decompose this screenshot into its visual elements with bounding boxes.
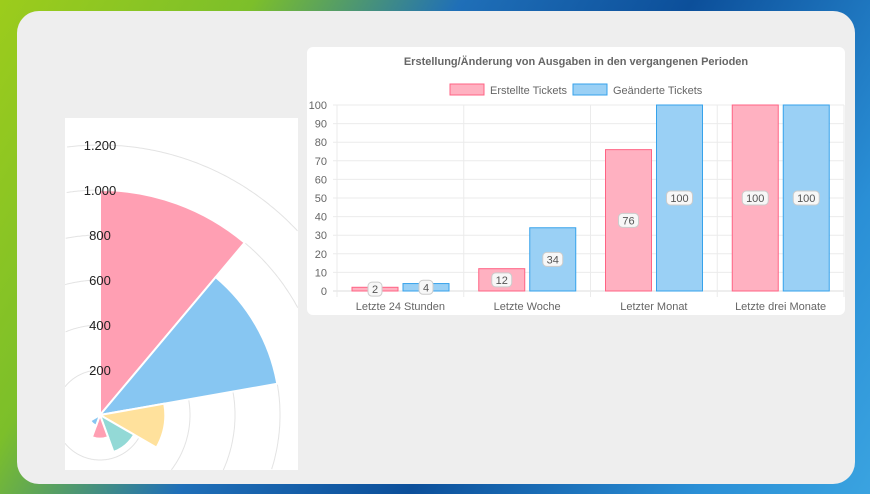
polar-tick-label: 1.000 — [84, 183, 117, 198]
polar-area-chart: 200 400 600 800 1.000 1.200 — [65, 118, 298, 470]
bar — [656, 104, 703, 292]
data-label: 100 — [797, 193, 815, 205]
bar-chart-svg: Erstellung/Änderung von Ausgaben in den … — [309, 55, 845, 313]
polar-segment — [99, 188, 247, 418]
legend-swatch — [572, 83, 608, 96]
polar-tick-label: 1.200 — [84, 138, 117, 153]
polar-segment — [97, 275, 279, 417]
polar-segment — [97, 402, 167, 449]
x-tick-label: Letzte 24 Stunden — [356, 301, 445, 313]
polar-segment — [90, 412, 110, 440]
chart-title: Erstellung/Änderung von Ausgaben in den … — [404, 55, 749, 68]
data-label-box — [418, 279, 434, 295]
y-tick-label: 60 — [315, 174, 327, 186]
polar-tick-label: 200 — [89, 363, 111, 378]
y-tick-label: 40 — [315, 212, 327, 224]
data-label: 100 — [670, 193, 688, 205]
polar-area-svg: 200 400 600 800 1.000 1.200 — [65, 138, 298, 470]
x-tick-label: Letzte Woche — [494, 301, 561, 313]
polar-segment — [98, 412, 136, 454]
polar-tick-label: 400 — [89, 318, 111, 333]
polar-segment — [88, 412, 102, 427]
legend-label: Geänderte Tickets — [613, 85, 703, 97]
x-tick-label: Letzte drei Monate — [735, 301, 826, 313]
y-tick-label: 30 — [315, 230, 327, 242]
data-label-box — [792, 190, 820, 206]
y-tick-label: 0 — [321, 286, 327, 298]
polar-tick-label: 800 — [89, 228, 111, 243]
polar-grid-ring — [67, 144, 298, 232]
y-tick-label: 50 — [315, 193, 327, 205]
y-tick-label: 20 — [315, 249, 327, 261]
bar-chart-panel: Erstellung/Änderung von Ausgaben in den … — [307, 47, 845, 315]
data-label-box — [666, 190, 693, 206]
data-label: 2 — [372, 284, 378, 296]
y-tick-label: 70 — [315, 156, 327, 168]
legend-swatch — [449, 83, 485, 96]
y-tick-label: 100 — [309, 100, 327, 112]
data-label: 34 — [547, 254, 559, 266]
polar-tick-label: 600 — [89, 273, 111, 288]
data-label: 4 — [423, 282, 429, 294]
y-tick-label: 90 — [315, 119, 327, 131]
data-label-box — [741, 190, 769, 206]
y-tick-label: 10 — [315, 267, 327, 279]
x-tick-label: Letzter Monat — [620, 301, 687, 313]
data-label-box — [367, 281, 383, 297]
data-label-box — [618, 212, 639, 228]
data-label-box — [491, 272, 513, 288]
data-label: 76 — [622, 215, 634, 227]
dashboard-card: 200 400 600 800 1.000 1.200 Erstellung/Änderu… — [17, 11, 855, 484]
data-label-box — [542, 251, 564, 267]
data-label: 100 — [746, 193, 764, 205]
y-tick-label: 80 — [315, 137, 327, 149]
legend-label: Erstellte Tickets — [490, 85, 568, 97]
data-label: 12 — [496, 275, 508, 287]
